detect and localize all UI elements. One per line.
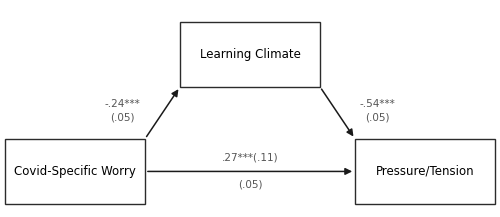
Text: (.05): (.05) — [238, 179, 262, 189]
FancyBboxPatch shape — [355, 139, 495, 204]
FancyBboxPatch shape — [180, 22, 320, 87]
Text: (.05): (.05) — [365, 112, 390, 122]
Text: Covid-Specific Worry: Covid-Specific Worry — [14, 165, 136, 178]
Text: Learning Climate: Learning Climate — [200, 48, 300, 61]
Text: Pressure/Tension: Pressure/Tension — [376, 165, 474, 178]
Text: -.24***: -.24*** — [104, 99, 141, 109]
Text: -.54***: -.54*** — [360, 99, 396, 109]
FancyBboxPatch shape — [5, 139, 145, 204]
Text: .27***(.11): .27***(.11) — [222, 152, 278, 162]
Text: (.05): (.05) — [110, 112, 135, 122]
